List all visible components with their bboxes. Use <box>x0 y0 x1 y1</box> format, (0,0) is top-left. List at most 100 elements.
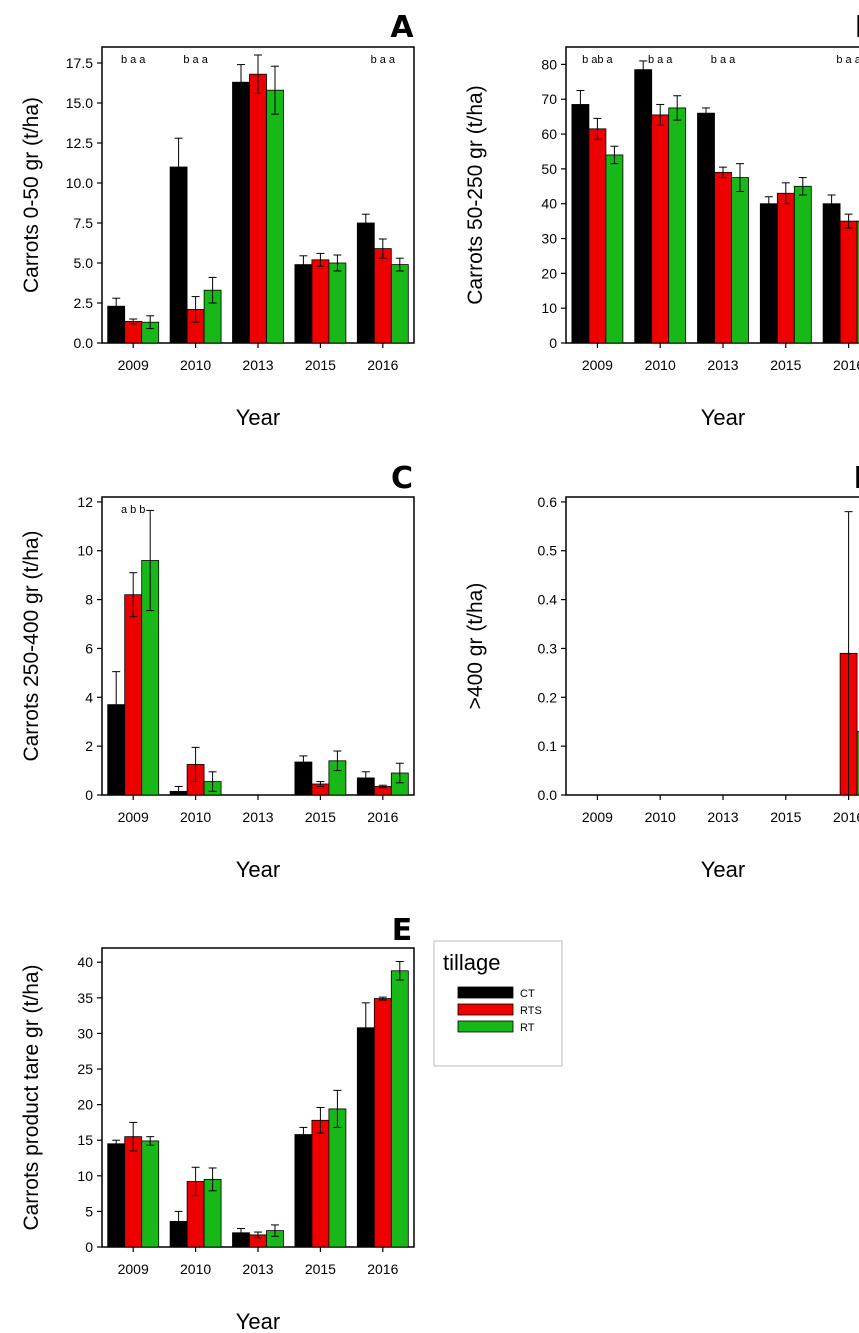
error-bar-ct-2013 <box>237 1227 245 1238</box>
significance-letters: b a a <box>183 54 208 66</box>
error-bar-rt-2013 <box>271 1224 279 1237</box>
error-bar-rt-2010 <box>208 1167 217 1192</box>
y-tick-label: 10 <box>541 300 557 316</box>
x-axis-label: Year <box>701 405 745 430</box>
error-bar-rts-2010 <box>191 296 200 323</box>
y-tick-label: 0.2 <box>538 689 558 705</box>
bar-rt-2016 <box>856 220 859 344</box>
y-tick-label: 0.3 <box>538 640 558 656</box>
x-tick-label: 2009 <box>118 1261 149 1277</box>
significance-letters: b a a <box>836 54 859 66</box>
significance-letters: b a a <box>371 54 396 66</box>
x-tick-label: 2010 <box>645 357 676 373</box>
panel-letter: A <box>390 10 414 45</box>
error-bar-rt-2013 <box>271 65 279 115</box>
y-tick-label: 50 <box>541 161 557 177</box>
error-bar-ct-2010 <box>174 137 183 197</box>
x-tick-label: 2016 <box>367 357 398 373</box>
bar-rt-2009 <box>141 1140 160 1248</box>
x-tick-label: 2016 <box>367 1261 398 1277</box>
y-tick-label: 12 <box>77 494 93 510</box>
x-tick-label: 2010 <box>180 809 211 825</box>
x-tick-label: 2013 <box>242 357 273 373</box>
y-tick-label: 20 <box>77 1097 93 1113</box>
plot-frame <box>565 496 859 796</box>
bar-rt-2016 <box>856 731 859 796</box>
error-bar-rt-2009 <box>610 145 619 165</box>
y-tick-label: 10 <box>77 1168 93 1184</box>
y-tick-label: 30 <box>541 231 557 247</box>
bar-rt-2010 <box>668 107 687 344</box>
bar-rts-2009 <box>124 1136 143 1248</box>
bar-rts-2013 <box>714 171 732 344</box>
error-bar-rts-2015 <box>316 252 325 267</box>
bar-ct-2013 <box>232 81 250 344</box>
x-tick-label: 2010 <box>645 809 676 825</box>
error-bar-rt-2009 <box>146 1136 155 1146</box>
error-bar-rt-2010 <box>208 771 217 792</box>
y-tick-label: 17.5 <box>66 55 93 71</box>
chart-panel-e: 0 5 10 15 20 25 30 35 40 2009 2010 2013 2015 2016 Year… <box>20 913 415 1333</box>
y-tick-label: 40 <box>541 196 557 212</box>
y-tick-label: 0 <box>85 1239 93 1255</box>
bar-rts-2009 <box>588 128 607 344</box>
y-tick-label: 0.0 <box>74 335 94 351</box>
y-tick-label: 5 <box>85 1203 93 1219</box>
bar-rt-2015 <box>793 185 812 344</box>
error-bar-ct-2009 <box>112 671 121 739</box>
x-tick-label: 2009 <box>582 809 613 825</box>
y-tick-label: 0 <box>549 335 557 351</box>
bar-rt-2013 <box>731 177 749 344</box>
y-tick-label: 30 <box>77 1025 93 1041</box>
error-bar-rts-2010 <box>191 1166 200 1197</box>
bar-rt-2015 <box>328 262 347 344</box>
error-bar-ct-2016 <box>361 213 370 233</box>
x-axis-label: Year <box>236 857 280 882</box>
bar-rts-2010 <box>651 114 670 344</box>
error-bar-rts-2013 <box>719 166 727 179</box>
bar-rts-2016 <box>373 998 392 1248</box>
significance-letters: a b b <box>121 504 145 516</box>
bar-ct-2016 <box>822 203 841 344</box>
error-bar-ct-2009 <box>112 1139 121 1148</box>
error-bar-rt-2013 <box>736 163 744 193</box>
bar-rts-2015 <box>311 259 330 344</box>
y-axis-label: >400 gr (t/ha) <box>464 583 487 710</box>
chart-panel-d: 0.0 0.1 0.2 0.3 0.4 0.5 0.6 2009 2010 2013 2015 201… <box>464 461 859 882</box>
error-bar-rts-2015 <box>316 1106 325 1134</box>
error-bar-rt-2015 <box>333 254 342 272</box>
x-tick-label: 2015 <box>305 1261 336 1277</box>
y-tick-label: 0.4 <box>538 592 558 608</box>
bar-rts-2013 <box>249 73 267 344</box>
x-tick-label: 2016 <box>367 809 398 825</box>
error-bar-rts-2015 <box>781 182 790 205</box>
y-tick-label: 7.5 <box>74 215 94 231</box>
error-bar-rts-2010 <box>191 746 200 783</box>
significance-letters: b ab a <box>582 54 613 66</box>
x-tick-label: 2015 <box>770 357 801 373</box>
error-bar-rt-2016 <box>395 257 404 272</box>
error-bar-ct-2013 <box>702 107 710 119</box>
panel-letter: B <box>855 10 859 45</box>
legend-label-rt: RT <box>520 1022 535 1034</box>
legend-swatch-rts <box>457 1003 514 1016</box>
y-tick-label: 15.0 <box>66 95 93 111</box>
y-tick-label: 60 <box>541 126 557 142</box>
error-bar-ct-2009 <box>112 297 121 315</box>
y-tick-label: 40 <box>77 954 93 970</box>
y-tick-label: 0.0 <box>538 787 558 803</box>
error-bar-rts-2009 <box>129 572 138 618</box>
legend-swatch-ct <box>457 986 514 999</box>
x-tick-label: 2009 <box>118 809 149 825</box>
y-tick-label: 2 <box>85 738 93 754</box>
bar-ct-2016 <box>356 1027 375 1248</box>
bar-rts-2009 <box>124 320 143 344</box>
x-tick-label: 2013 <box>242 809 273 825</box>
y-tick-label: 80 <box>541 56 557 72</box>
bar-ct-2009 <box>107 1143 126 1248</box>
error-bar-ct-2010 <box>639 60 648 79</box>
error-bar-rts-2009 <box>129 318 138 325</box>
x-tick-label: 2013 <box>707 357 738 373</box>
error-bar-rts-2013 <box>254 54 262 94</box>
